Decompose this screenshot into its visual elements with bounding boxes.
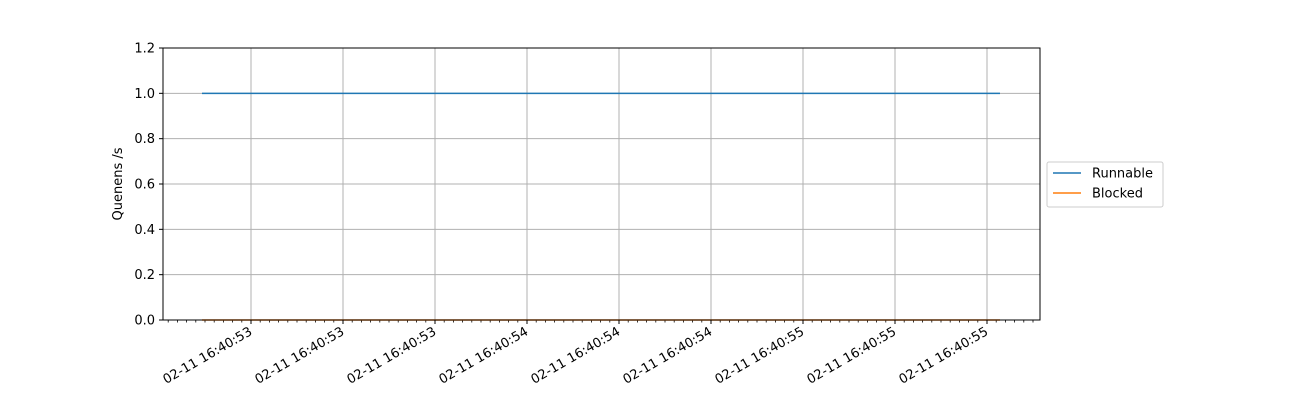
x-tick-label: 02-11 16:40:54 xyxy=(437,324,531,387)
x-tick-label: 02-11 16:40:53 xyxy=(161,324,255,387)
y-tick-label: 0.6 xyxy=(134,178,155,193)
y-axis: 0.0 0.2 0.4 0.6 0.8 1.0 1.2 xyxy=(134,42,163,329)
y-tick-label: 0.0 xyxy=(134,314,155,329)
y-tick-label: 0.8 xyxy=(134,132,155,147)
y-tick-label: 0.4 xyxy=(134,223,155,238)
x-tick-label: 02-11 16:40:53 xyxy=(253,324,347,387)
x-tick-label: 02-11 16:40:53 xyxy=(345,324,439,387)
y-tick-label: 1.2 xyxy=(134,42,155,57)
legend: Runnable Blocked xyxy=(1046,161,1164,208)
x-tick-label: 02-11 16:40:54 xyxy=(621,324,715,387)
y-axis-title: Quenens /s xyxy=(111,147,126,220)
x-tick-label: 02-11 16:40:54 xyxy=(529,324,623,387)
legend-label-blocked: Blocked xyxy=(1092,187,1143,202)
x-tick-label: 02-11 16:40:55 xyxy=(713,324,807,387)
y-tick-label: 0.2 xyxy=(134,268,155,283)
y-tick-label: 1.0 xyxy=(134,87,155,102)
x-tick-label: 02-11 16:40:55 xyxy=(805,324,899,387)
legend-label-runnable: Runnable xyxy=(1092,167,1153,182)
x-tick-label: 02-11 16:40:55 xyxy=(897,324,991,387)
